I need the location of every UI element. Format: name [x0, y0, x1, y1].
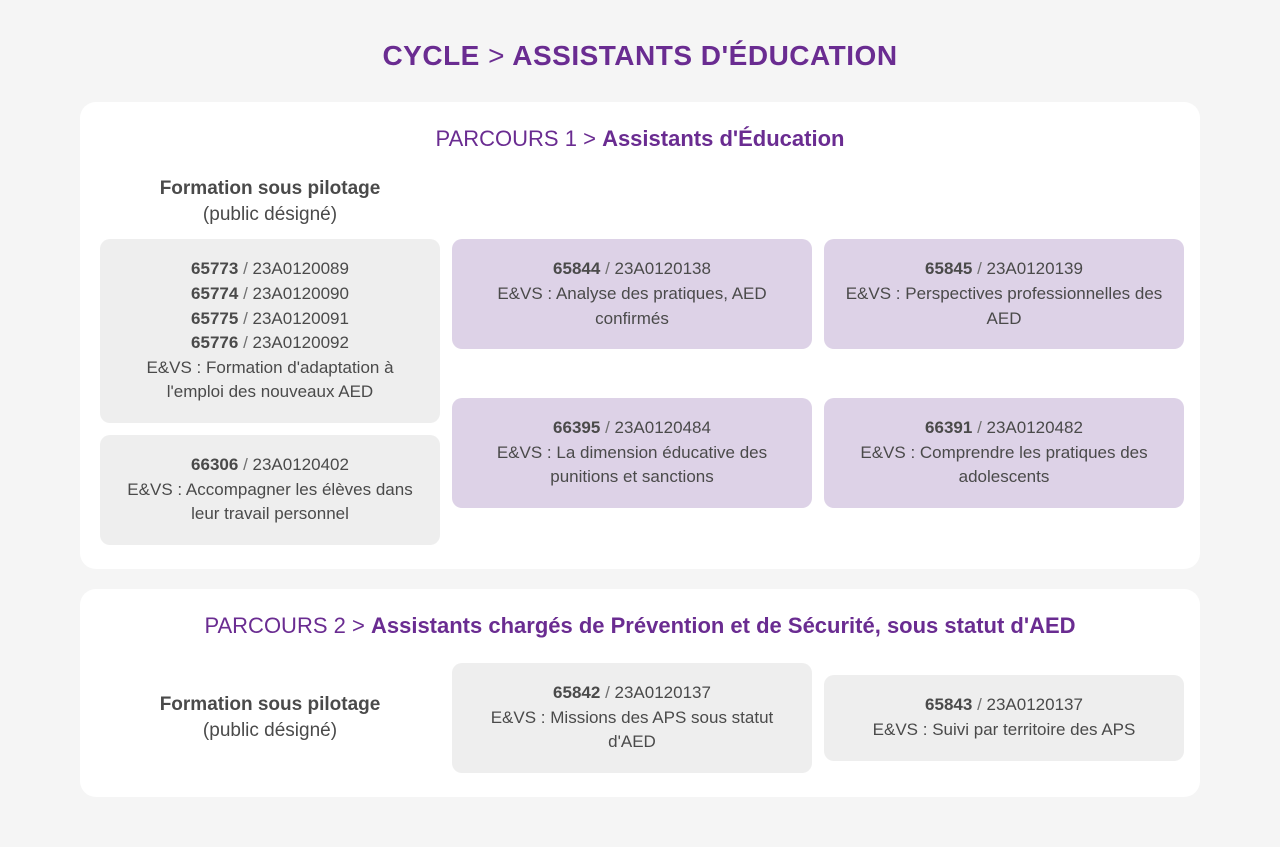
- parcours-2-pre: PARCOURS 2: [204, 613, 345, 638]
- code-a: 65776: [191, 333, 238, 352]
- code-b: 23A0120482: [987, 418, 1083, 437]
- desc-prefix: E&VS :: [491, 708, 546, 727]
- page-title-right: ASSISTANTS D'ÉDUCATION: [512, 40, 897, 71]
- parcours-1-name: Assistants d'Éducation: [602, 126, 844, 151]
- code-a: 65775: [191, 309, 238, 328]
- card-accompagner-eleves: 66306 / 23A0120402 E&VS : Accompagner le…: [100, 435, 440, 545]
- code-sep: /: [977, 259, 986, 278]
- code-a: 65844: [553, 259, 600, 278]
- code-line: 65843 / 23A0120137: [844, 693, 1164, 718]
- parcours-1-pre: PARCOURS 1: [436, 126, 577, 151]
- code-a: 66306: [191, 455, 238, 474]
- code-sep: /: [243, 284, 252, 303]
- card-comprendre-pratiques: 66391 / 23A0120482 E&VS : Comprendre les…: [824, 398, 1184, 508]
- desc-prefix: E&VS :: [146, 358, 201, 377]
- parcours-1-panel: PARCOURS 1 > Assistants d'Éducation Form…: [80, 102, 1200, 569]
- code-b: 23A0120091: [253, 309, 349, 328]
- page-title-sep: >: [488, 40, 505, 71]
- code-sep: /: [243, 259, 252, 278]
- code-sep: /: [977, 695, 986, 714]
- parcours-1-title: PARCOURS 1 > Assistants d'Éducation: [100, 126, 1180, 152]
- code-line: 66395 / 23A0120484: [472, 416, 792, 441]
- code-line: 66306 / 23A0120402: [120, 453, 420, 478]
- card-formation-adaptation: 65773 / 23A0120089 65774 / 23A0120090 65…: [100, 239, 440, 423]
- desc-text: Perspectives professionnelles des AED: [905, 284, 1162, 328]
- desc-text: Missions des APS sous statut d'AED: [550, 708, 773, 752]
- code-line: 66391 / 23A0120482: [844, 416, 1164, 441]
- parcours-2-section-header: Formation sous pilotage (public désigné): [100, 692, 440, 743]
- code-a: 66391: [925, 418, 972, 437]
- section-header-line1: Formation sous pilotage: [160, 694, 381, 715]
- code-a: 65774: [191, 284, 238, 303]
- desc-prefix: E&VS :: [497, 284, 552, 303]
- parcours-2-panel: PARCOURS 2 > Assistants chargés de Préve…: [80, 589, 1200, 797]
- page-title: CYCLE > ASSISTANTS D'ÉDUCATION: [80, 40, 1200, 72]
- parcours-2-grid: Formation sous pilotage (public désigné)…: [100, 663, 1180, 773]
- code-line: 65842 / 23A0120137: [472, 681, 792, 706]
- desc-text: Formation d'adaptation à l'emploi des no…: [167, 358, 394, 402]
- code-line: 65776 / 23A0120092: [120, 331, 420, 356]
- card-dimension-educative: 66395 / 23A0120484 E&VS : La dimension é…: [452, 398, 812, 508]
- desc-text: Suivi par territoire des APS: [932, 720, 1135, 739]
- code-sep: /: [243, 333, 252, 352]
- parcours-2-sep: >: [352, 613, 365, 638]
- section-header-line2: (public désigné): [203, 204, 337, 225]
- code-sep: /: [605, 259, 614, 278]
- code-b: 23A0120138: [615, 259, 711, 278]
- desc-text: Analyse des pratiques, AED confirmés: [556, 284, 767, 328]
- parcours-2-name: Assistants chargés de Prévention et de S…: [371, 613, 1076, 638]
- parcours-1-col1: 65773 / 23A0120089 65774 / 23A0120090 65…: [100, 239, 440, 545]
- code-b: 23A0120092: [253, 333, 349, 352]
- code-line: 65773 / 23A0120089: [120, 257, 420, 282]
- parcours-2-title: PARCOURS 2 > Assistants chargés de Préve…: [100, 613, 1180, 639]
- code-a: 65842: [553, 683, 600, 702]
- code-b: 23A0120402: [253, 455, 349, 474]
- code-b: 23A0120090: [253, 284, 349, 303]
- code-a: 66395: [553, 418, 600, 437]
- desc-prefix: E&VS :: [846, 284, 901, 303]
- desc-prefix: E&VS :: [873, 720, 928, 739]
- code-line: 65775 / 23A0120091: [120, 307, 420, 332]
- card-analyse-pratiques: 65844 / 23A0120138 E&VS : Analyse des pr…: [452, 239, 812, 349]
- code-sep: /: [243, 309, 252, 328]
- code-a: 65773: [191, 259, 238, 278]
- code-b: 23A0120139: [987, 259, 1083, 278]
- code-sep: /: [977, 418, 986, 437]
- code-line: 65774 / 23A0120090: [120, 282, 420, 307]
- desc-prefix: E&VS :: [860, 443, 915, 462]
- code-b: 23A0120137: [987, 695, 1083, 714]
- code-b: 23A0120089: [253, 259, 349, 278]
- code-line: 65844 / 23A0120138: [472, 257, 792, 282]
- parcours-1-grid: 65773 / 23A0120089 65774 / 23A0120090 65…: [100, 239, 1180, 545]
- code-b: 23A0120137: [615, 683, 711, 702]
- code-a: 65843: [925, 695, 972, 714]
- section-header-line2: (public désigné): [203, 720, 337, 741]
- code-a: 65845: [925, 259, 972, 278]
- code-b: 23A0120484: [615, 418, 711, 437]
- card-suivi-territoire: 65843 / 23A0120137 E&VS : Suivi par terr…: [824, 675, 1184, 760]
- card-perspectives-professionnelles: 65845 / 23A0120139 E&VS : Perspectives p…: [824, 239, 1184, 349]
- page-title-left: CYCLE: [382, 40, 479, 71]
- parcours-1-sep: >: [583, 126, 596, 151]
- code-sep: /: [605, 683, 614, 702]
- code-sep: /: [243, 455, 252, 474]
- code-line: 65845 / 23A0120139: [844, 257, 1164, 282]
- desc-text: Comprendre les pratiques des adolescents: [920, 443, 1148, 487]
- desc-prefix: E&VS :: [497, 443, 552, 462]
- desc-text: La dimension éducative des punitions et …: [550, 443, 767, 487]
- desc-prefix: E&VS :: [127, 480, 182, 499]
- code-sep: /: [605, 418, 614, 437]
- desc-text: Accompagner les élèves dans leur travail…: [186, 480, 413, 524]
- parcours-1-section-header: Formation sous pilotage (public désigné): [110, 176, 430, 227]
- section-header-line1: Formation sous pilotage: [160, 178, 381, 199]
- card-missions-aps: 65842 / 23A0120137 E&VS : Missions des A…: [452, 663, 812, 773]
